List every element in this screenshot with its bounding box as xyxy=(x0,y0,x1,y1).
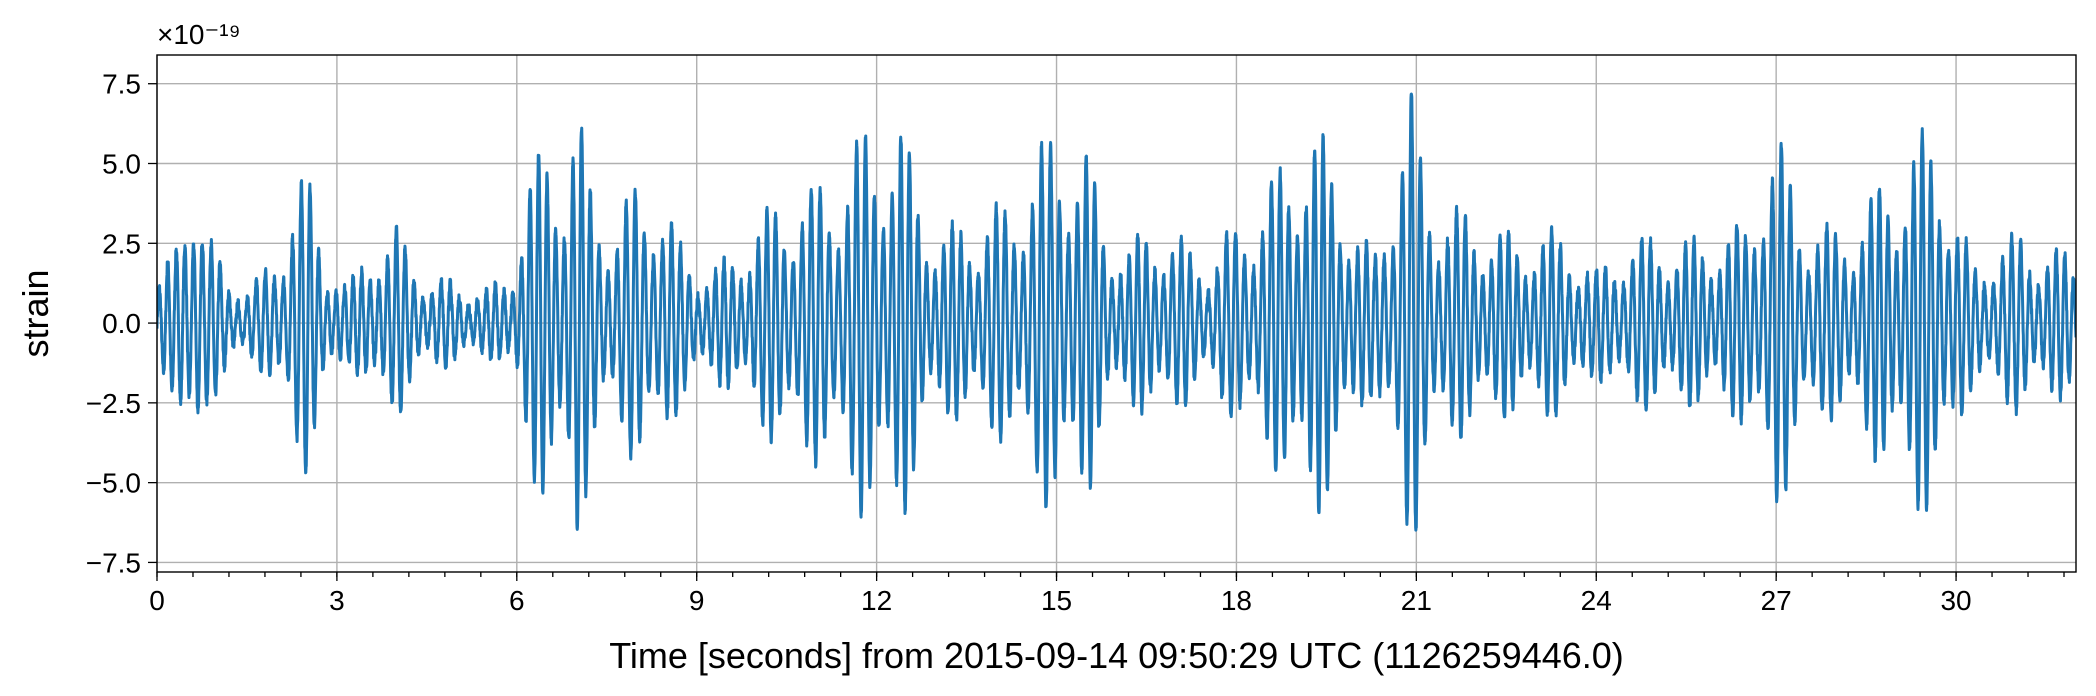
strain-series-line xyxy=(157,92,2076,532)
grid-lines xyxy=(156,55,2076,572)
tick-labels: 0 3 6 9 12 15 18 21 24 27 30 7.5 5.0 2.5 0.0 −2.5 −5.0 −7… xyxy=(86,69,1972,616)
x-tick-label: 27 xyxy=(1761,585,1792,616)
x-tick-label: 12 xyxy=(861,585,892,616)
y-tick-label: 7.5 xyxy=(102,69,141,100)
x-tick-label: 6 xyxy=(509,585,525,616)
x-tick-label: 24 xyxy=(1581,585,1612,616)
y-axis-offset-label: ×10⁻¹⁹ xyxy=(157,19,241,50)
x-tick-label: 18 xyxy=(1221,585,1252,616)
axis-ticks xyxy=(148,83,2065,581)
y-tick-label: −2.5 xyxy=(86,388,141,419)
series-layer xyxy=(157,92,2076,532)
y-tick-label: 0.0 xyxy=(102,308,141,339)
x-tick-label: 3 xyxy=(329,585,345,616)
x-axis-label: Time [seconds] from 2015-09-14 09:50:29 … xyxy=(609,635,1624,676)
plot-frame xyxy=(156,54,2077,573)
x-tick-label: 21 xyxy=(1401,585,1432,616)
y-tick-label: −5.0 xyxy=(86,468,141,499)
x-tick-label: 9 xyxy=(689,585,705,616)
x-tick-label: 30 xyxy=(1940,585,1971,616)
x-tick-label: 15 xyxy=(1041,585,1072,616)
y-axis-label: strain xyxy=(15,269,56,357)
x-tick-label: 0 xyxy=(149,585,165,616)
y-tick-label: 5.0 xyxy=(102,149,141,180)
y-tick-label: −7.5 xyxy=(86,547,141,578)
y-tick-label: 2.5 xyxy=(102,228,141,259)
